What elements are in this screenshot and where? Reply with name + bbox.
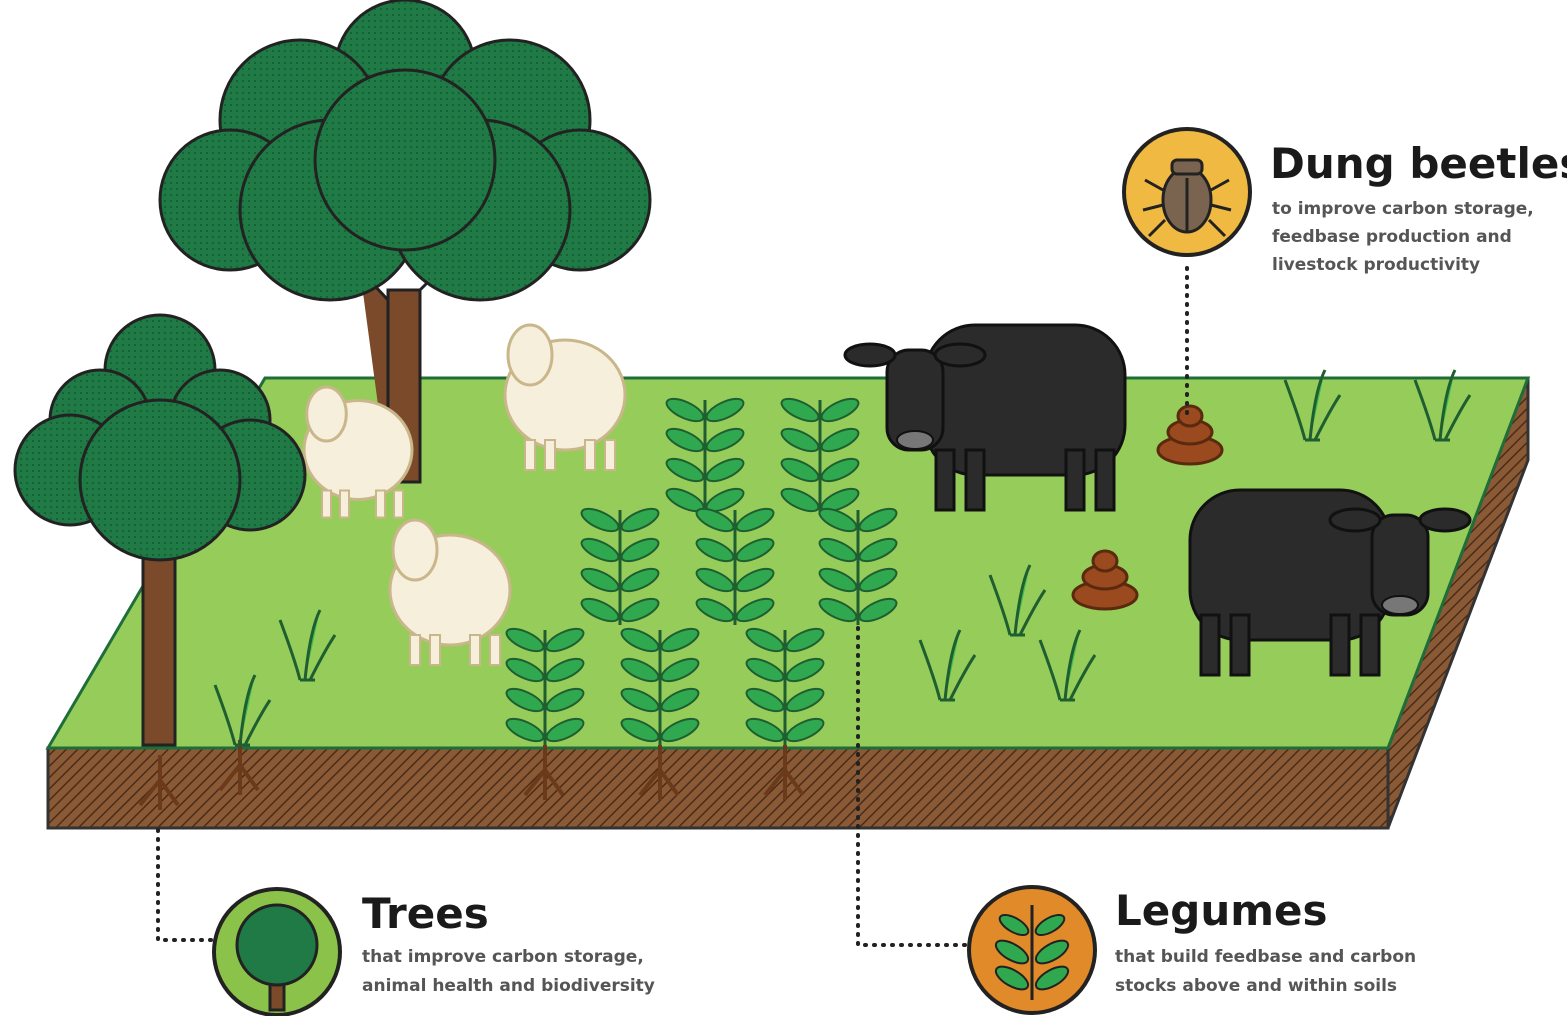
sheep-head: [393, 520, 437, 580]
connector: [158, 830, 212, 940]
sheep-leg: [470, 635, 480, 665]
cow-leg: [1201, 615, 1219, 675]
dung-top: [1093, 551, 1117, 571]
trunk: [143, 545, 175, 745]
sheep-leg: [430, 635, 440, 665]
cow-leg: [1231, 615, 1249, 675]
sheep-leg: [585, 440, 595, 470]
callout-title: Dung beetles: [1270, 139, 1567, 188]
sheep-leg: [525, 440, 535, 470]
sheep-leg: [605, 440, 615, 470]
beetle-icon: [1124, 129, 1250, 255]
cow-ear: [935, 344, 985, 366]
legume-icon: [969, 887, 1095, 1013]
cow-leg: [1361, 615, 1379, 675]
sheep-leg: [376, 491, 385, 518]
callout-text: animal health and biodiversity: [362, 976, 655, 996]
canopy: [80, 400, 240, 560]
sheep-leg: [322, 491, 331, 518]
sheep-head: [307, 387, 347, 441]
cow-ear: [1330, 509, 1380, 531]
tree-icon: [214, 889, 340, 1015]
cow-leg: [1331, 615, 1349, 675]
callout-text: that build feedbase and carbon: [1115, 947, 1416, 967]
dung-top: [1178, 406, 1202, 426]
canopy: [315, 70, 495, 250]
callout-text: livestock productivity: [1272, 255, 1480, 275]
sheep-leg: [394, 491, 403, 518]
cow-nose: [1382, 596, 1418, 614]
cow-nose: [897, 431, 933, 449]
sheep-leg: [340, 491, 349, 518]
callout-text: feedbase production and: [1272, 227, 1512, 247]
callout-title: Legumes: [1115, 886, 1327, 935]
callout-text: stocks above and within soils: [1115, 976, 1397, 996]
cow-leg: [966, 450, 984, 510]
cow-ear: [1420, 509, 1470, 531]
sheep-leg: [410, 635, 420, 665]
cow-leg: [1096, 450, 1114, 510]
sheep-leg: [545, 440, 555, 470]
callout-text: to improve carbon storage,: [1272, 199, 1534, 219]
sheep-head: [508, 325, 552, 385]
cow-leg: [1066, 450, 1084, 510]
cow-leg: [936, 450, 954, 510]
sheep-leg: [490, 635, 500, 665]
cow-ear: [845, 344, 895, 366]
illustration: Dung beetles to improve carbon storage, …: [0, 0, 1567, 1016]
callout-text: that improve carbon storage,: [362, 947, 644, 967]
callout-title: Trees: [362, 889, 489, 938]
soil-front: [48, 748, 1388, 828]
